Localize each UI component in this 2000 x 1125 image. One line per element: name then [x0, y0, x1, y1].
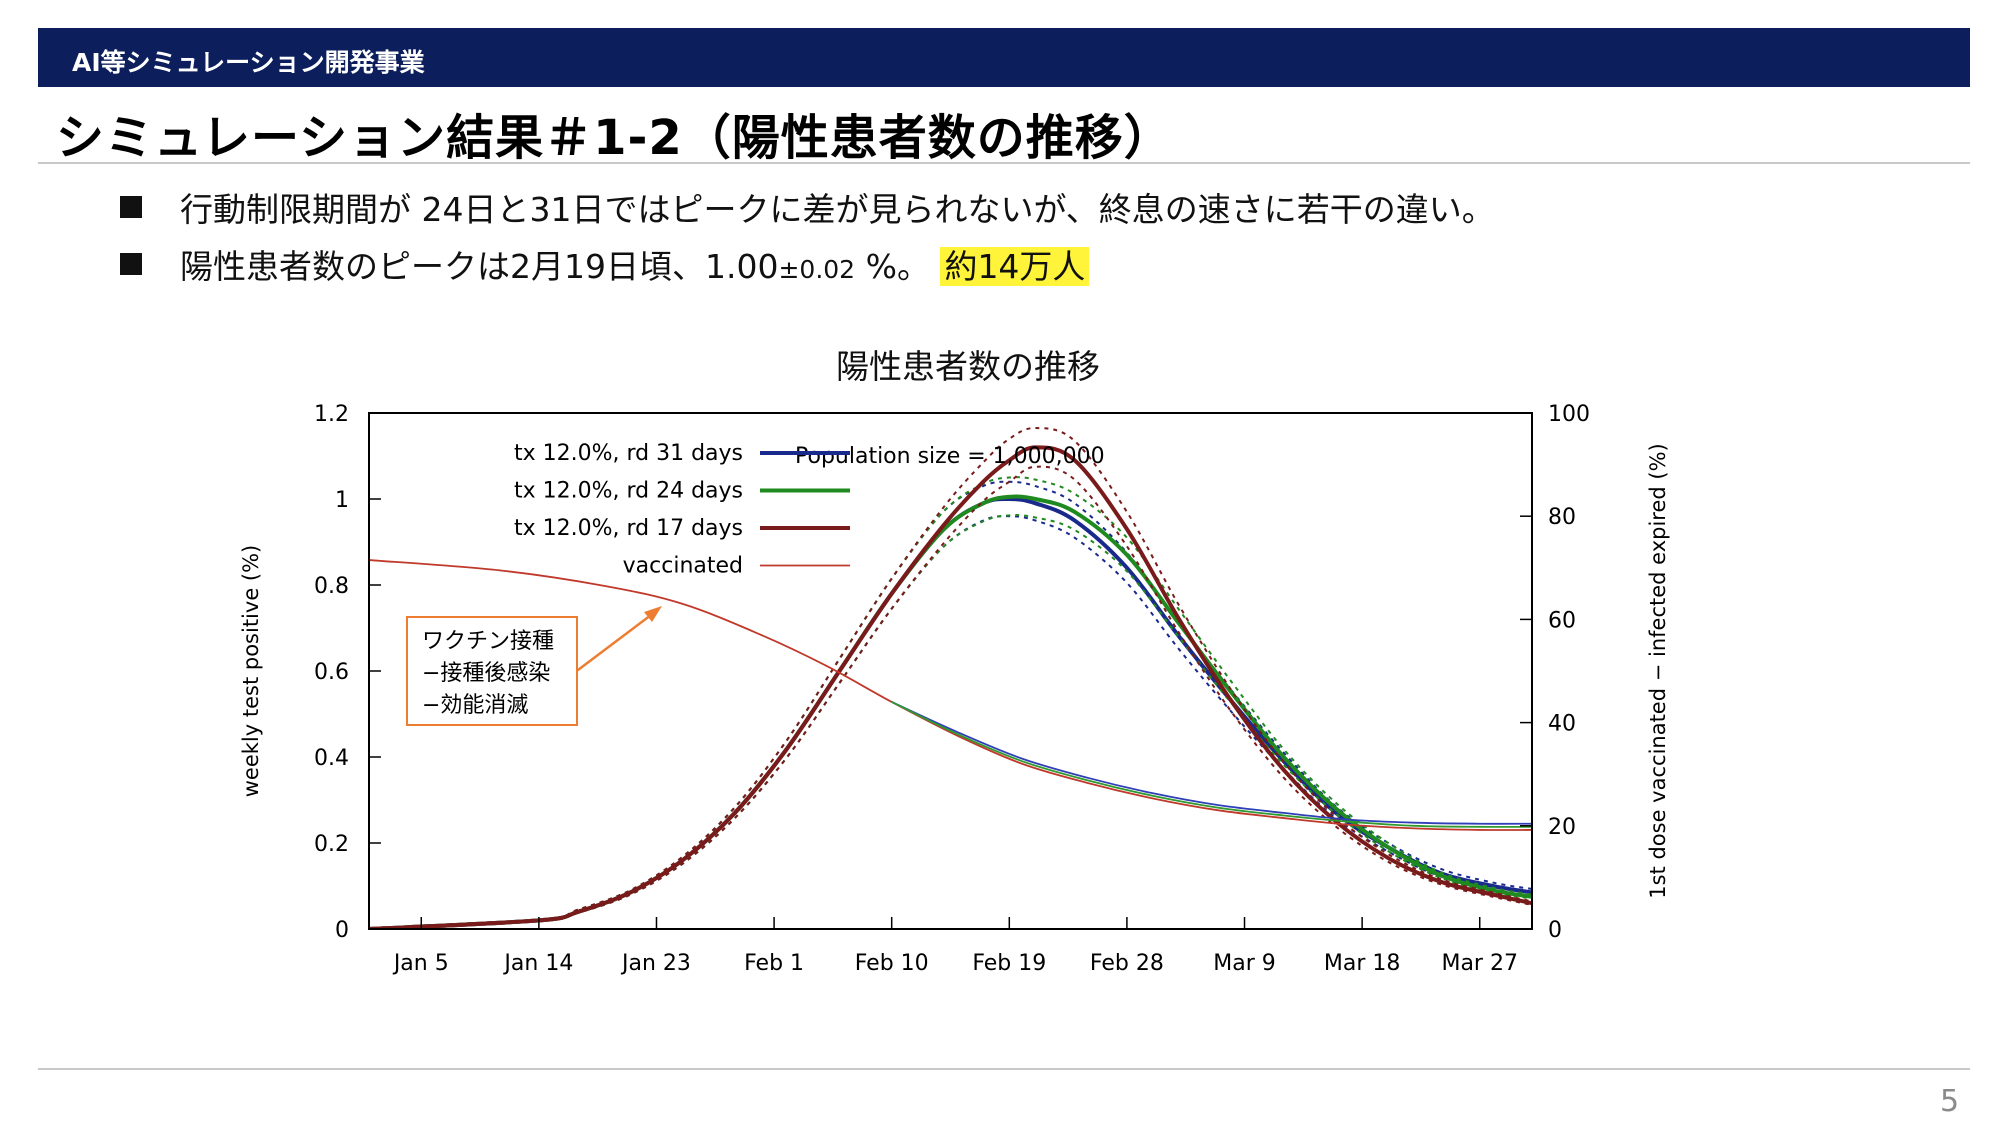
x-tick-label: Jan 23 — [620, 951, 691, 976]
series-3-line — [369, 559, 1532, 831]
legend-label: tx 12.0%, rd 31 days — [514, 441, 743, 466]
y-axis-label: weekly test positive (%) — [239, 545, 263, 798]
y2-tick-label: 0 — [1548, 918, 1562, 943]
bullet-1-text: 行動制限期間が 24日と31日ではピークに差が見られないが、終息の速さに若干の違… — [180, 190, 1495, 229]
bullet-1: 行動制限期間が 24日と31日ではピークに差が見られないが、終息の速さに若干の違… — [120, 183, 1495, 231]
x-tick-label: Mar 27 — [1441, 951, 1518, 976]
legend-label: tx 12.0%, rd 24 days — [514, 479, 743, 504]
bullet-2-highlight: 約14万人 — [940, 247, 1090, 286]
legend-label: vaccinated — [623, 554, 743, 579]
bullet-2-error: ±0.02 — [778, 255, 856, 284]
y2-tick-label: 40 — [1548, 712, 1576, 737]
bullet-2: 陽性患者数のピークは2月19日頃、1.00±0.02 %。 約14万人 — [120, 240, 1090, 288]
chart-title: 陽性患者数の推移 — [836, 347, 1100, 386]
x-tick-label: Jan 14 — [502, 951, 573, 976]
callout-arrowhead — [644, 606, 662, 622]
callout-line-3: −効能消滅 — [422, 693, 529, 718]
square-bullet-icon — [120, 196, 142, 218]
bullet-2-text: 陽性患者数のピークは2月19日頃、1.00 — [180, 247, 779, 286]
x-tick-label: Jan 5 — [392, 951, 449, 976]
callout-line-2: −接種後感染 — [422, 661, 551, 686]
y2-tick-label: 60 — [1548, 608, 1576, 633]
y-tick-label: 1 — [335, 488, 349, 513]
bullet-2-unit: %。 — [855, 247, 941, 286]
y2-tick-label: 80 — [1548, 505, 1576, 530]
x-tick-label: Mar 18 — [1324, 951, 1401, 976]
y-tick-label: 0.2 — [314, 832, 349, 857]
y2-tick-label: 100 — [1548, 402, 1590, 427]
page-number: 5 — [1940, 1084, 1960, 1119]
series-4-line — [891, 701, 1532, 825]
callout-line-1: ワクチン接種 — [422, 629, 555, 654]
y-tick-label: 0 — [335, 918, 349, 943]
y2-axis-label: 1st dose vaccinated − infected expired (… — [1646, 443, 1670, 899]
header-bar: AI等シミュレーション開発事業 — [38, 28, 1970, 87]
square-bullet-icon — [120, 253, 142, 275]
callout-arrow — [573, 611, 656, 674]
x-tick-label: Mar 9 — [1213, 951, 1276, 976]
y-tick-label: 0.8 — [314, 574, 349, 599]
series-2-band-upper — [369, 427, 1532, 929]
vaccination-callout: ワクチン接種 −接種後感染 −効能消滅 — [406, 616, 578, 726]
y-tick-label: 0.4 — [314, 746, 349, 771]
series-5-line — [891, 701, 1532, 828]
plot-frame — [368, 412, 1533, 930]
x-tick-label: Feb 1 — [744, 951, 804, 976]
header-label: AI等シミュレーション開発事業 — [72, 48, 425, 77]
slide-title: シミュレーション結果＃1-2（陽性患者数の推移） — [56, 110, 1173, 166]
legend-label: tx 12.0%, rd 17 days — [514, 516, 743, 541]
x-tick-label: Feb 19 — [972, 951, 1046, 976]
population-annotation: Population size = 1,000,000 — [795, 444, 1105, 469]
x-tick-label: Feb 10 — [855, 951, 929, 976]
title-divider — [38, 162, 1970, 164]
footer-divider — [38, 1068, 1970, 1070]
y-tick-label: 1.2 — [314, 402, 349, 427]
x-tick-label: Feb 28 — [1090, 951, 1164, 976]
series-2-band-lower — [369, 465, 1532, 929]
y-tick-label: 0.6 — [314, 660, 349, 685]
series-1-band-upper — [369, 476, 1532, 929]
y2-tick-label: 20 — [1548, 815, 1576, 840]
